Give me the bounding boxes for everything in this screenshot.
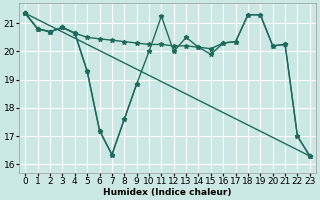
X-axis label: Humidex (Indice chaleur): Humidex (Indice chaleur) (103, 188, 232, 197)
